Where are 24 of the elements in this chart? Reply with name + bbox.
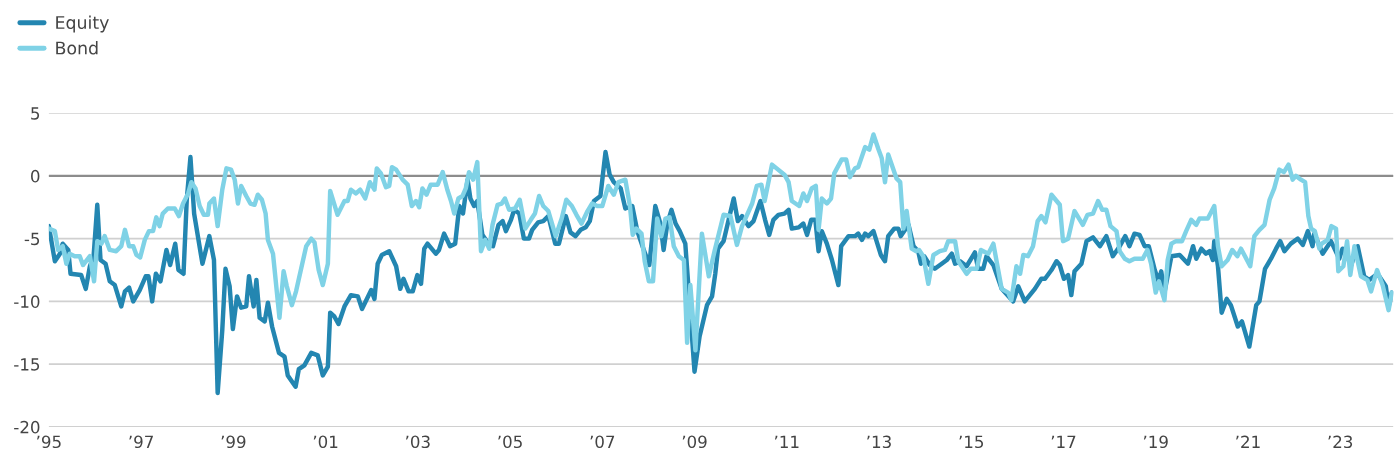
x-tick-label: ’03 xyxy=(406,435,430,449)
x-tick-label: ’09 xyxy=(682,435,707,449)
x-tick-label: ’19 xyxy=(1143,435,1168,449)
legend-label: Bond xyxy=(56,41,98,55)
y-tick-label: -5 xyxy=(24,232,40,246)
x-tick-label: ’17 xyxy=(1051,435,1076,448)
x-tick-label: ’99 xyxy=(221,435,246,449)
x-tick-label: ’11 xyxy=(774,435,799,448)
x-tick-label: ’21 xyxy=(1236,435,1260,448)
y-tick-label: 5 xyxy=(31,107,40,120)
x-tick-label: ’23 xyxy=(1328,435,1353,449)
y-tick-label: 0 xyxy=(31,169,40,183)
legend-label: Equity xyxy=(56,15,109,33)
x-tick-label: ’15 xyxy=(959,435,984,449)
x-tick-label: ’07 xyxy=(590,435,615,449)
line-series xyxy=(48,132,1394,353)
x-tick-label: ’13 xyxy=(867,435,891,449)
y-tick-label: -10 xyxy=(14,295,40,308)
x-tick-label: ’95 xyxy=(37,435,61,449)
y-tick-label: -15 xyxy=(14,358,40,371)
y-tick-label: -20 xyxy=(14,420,40,434)
x-tick-label: ’05 xyxy=(498,435,522,449)
x-tick-label: ’01 xyxy=(313,435,338,449)
x-tick-label: ’97 xyxy=(129,435,153,449)
